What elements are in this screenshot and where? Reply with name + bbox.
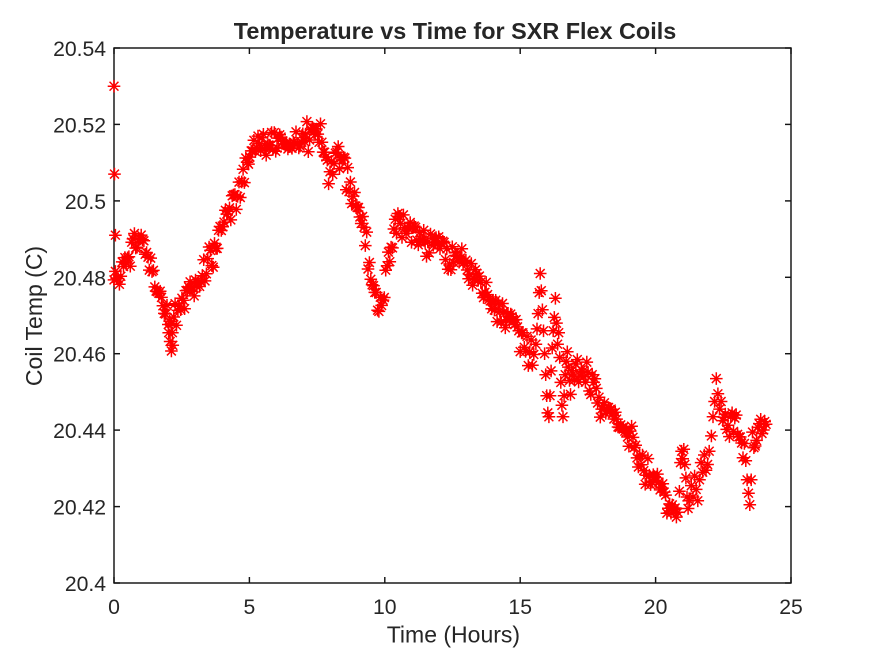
svg-text:Coil Temp (C): Coil Temp (C): [21, 246, 47, 386]
svg-text:5: 5: [244, 596, 256, 619]
svg-text:0: 0: [108, 596, 120, 619]
svg-text:15: 15: [508, 596, 532, 619]
svg-text:Temperature vs Time for SXR Fl: Temperature vs Time for SXR Flex Coils: [234, 18, 676, 44]
svg-text:20.52: 20.52: [53, 114, 106, 137]
svg-text:20: 20: [644, 596, 668, 619]
svg-text:20.54: 20.54: [53, 38, 106, 61]
svg-text:20.5: 20.5: [65, 191, 106, 214]
svg-text:20.42: 20.42: [53, 497, 106, 520]
svg-text:20.44: 20.44: [53, 420, 106, 443]
svg-text:10: 10: [373, 596, 397, 619]
svg-text:Time (Hours): Time (Hours): [387, 622, 520, 648]
svg-text:20.46: 20.46: [53, 344, 106, 367]
svg-text:25: 25: [779, 596, 803, 619]
svg-text:20.48: 20.48: [53, 267, 106, 290]
svg-text:20.4: 20.4: [65, 573, 106, 596]
